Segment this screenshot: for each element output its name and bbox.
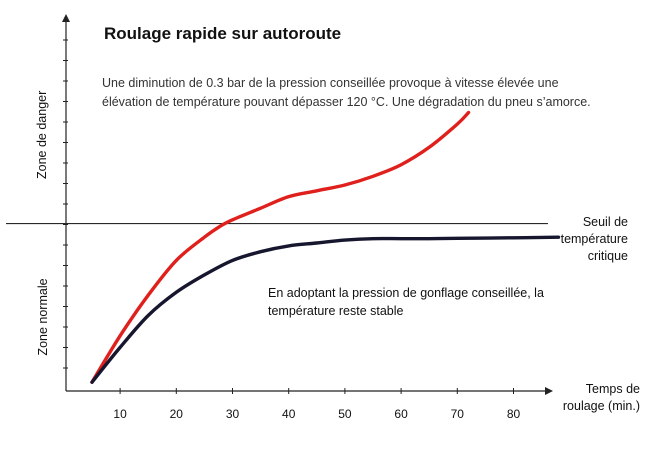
- zone-normal-label: Zone normale: [36, 278, 50, 356]
- x-axis-arrow: [545, 387, 553, 395]
- chart-title: Roulage rapide sur autoroute: [104, 24, 342, 43]
- y-axis-arrow: [62, 14, 70, 22]
- x-tick-label: 10: [113, 407, 127, 421]
- x-tick-label: 50: [338, 407, 352, 421]
- x-tick-label: 70: [451, 407, 465, 421]
- x-ticks: 10 20 30 40 50 60 70 80: [113, 388, 520, 421]
- axes: [62, 14, 553, 395]
- x-tick-label: 20: [170, 407, 184, 421]
- x-tick-label: 80: [507, 407, 521, 421]
- x-tick-label: 30: [226, 407, 240, 421]
- x-tick-label: 40: [282, 407, 296, 421]
- series-line-2: [90, 235, 561, 384]
- threshold-label: Seuil de température critique: [560, 215, 628, 263]
- series-group: [90, 110, 561, 384]
- x-tick-label: 60: [394, 407, 408, 421]
- x-axis-label: Temps de roulage (min.): [562, 382, 640, 413]
- series-line-1: [90, 110, 471, 384]
- description-text: Une diminution de 0.3 bar de la pression…: [102, 76, 591, 109]
- annotation-text: En adoptant la pression de gonflage cons…: [268, 286, 544, 318]
- zone-danger-label: Zone de danger: [35, 90, 49, 179]
